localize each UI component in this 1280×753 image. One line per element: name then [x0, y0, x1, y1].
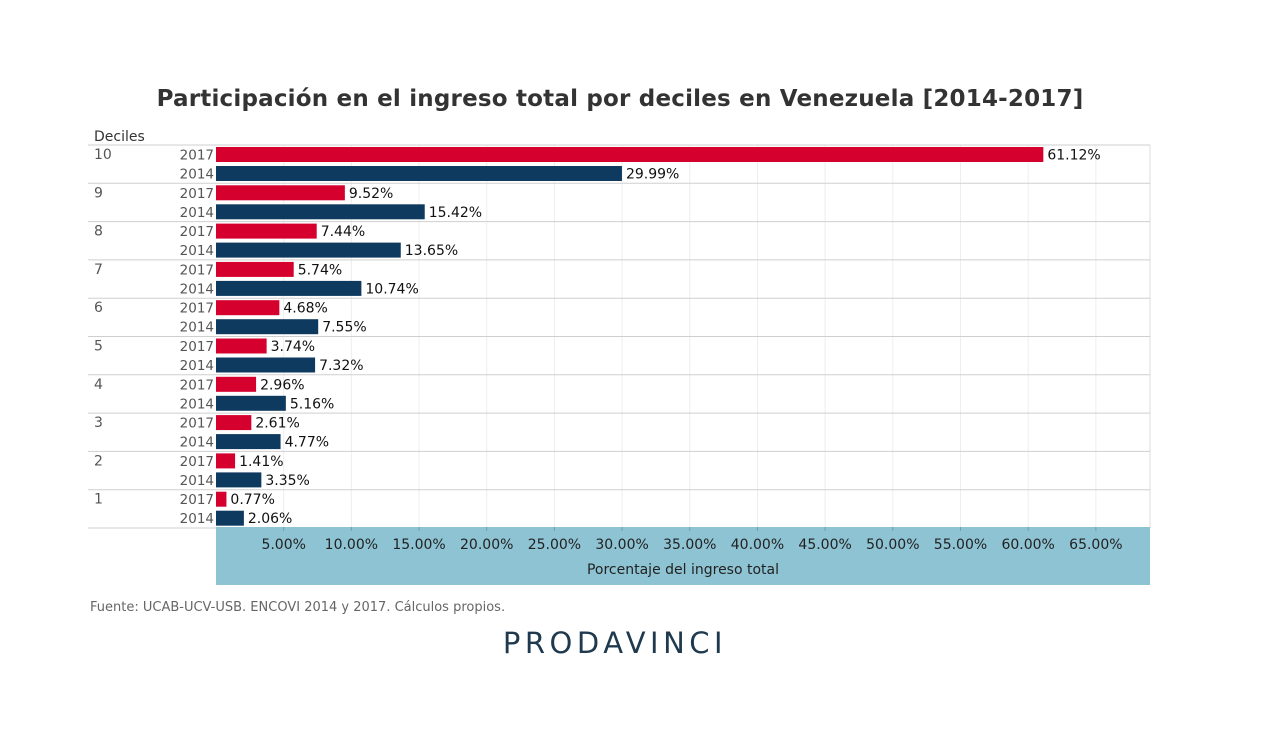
data-label: 15.42% — [429, 205, 482, 221]
decile-label: 1 — [94, 492, 103, 508]
year-label: 2014 — [180, 167, 214, 183]
year-label: 2017 — [180, 224, 214, 240]
data-label: 9.52% — [349, 186, 393, 202]
year-label: 2017 — [180, 186, 214, 202]
year-label: 2014 — [180, 205, 214, 221]
year-label: 2014 — [180, 281, 214, 297]
x-tick-label: 55.00% — [934, 537, 987, 553]
year-label: 2014 — [180, 473, 214, 489]
bar-2017-decile-4 — [216, 376, 257, 392]
bar-2017-decile-10 — [216, 147, 1044, 162]
x-tick-label: 40.00% — [731, 537, 784, 553]
data-label: 4.77% — [285, 435, 329, 451]
x-tick-label: 65.00% — [1069, 537, 1122, 553]
bar-2014-decile-4 — [216, 395, 286, 411]
data-label: 29.99% — [626, 167, 679, 183]
data-label: 3.35% — [265, 473, 309, 489]
data-label: 5.16% — [290, 396, 334, 412]
data-label: 0.77% — [230, 492, 274, 508]
decile-label: 5 — [94, 339, 103, 355]
decile-label: 10 — [94, 147, 112, 163]
year-label: 2017 — [180, 492, 214, 508]
x-tick-label: 45.00% — [798, 537, 851, 553]
x-tick-label: 35.00% — [663, 537, 716, 553]
year-label: 2017 — [180, 339, 214, 355]
data-label: 13.65% — [405, 243, 458, 259]
x-tick-label: 15.00% — [392, 537, 445, 553]
decile-label: 4 — [94, 377, 103, 393]
bar-2017-decile-8 — [216, 223, 317, 239]
x-tick-label: 30.00% — [595, 537, 648, 553]
bar-2017-decile-5 — [216, 338, 267, 354]
source-note: Fuente: UCAB-UCV-USB. ENCOVI 2014 y 2017… — [90, 600, 506, 615]
year-label: 2014 — [180, 435, 214, 451]
year-label: 2014 — [180, 396, 214, 412]
bar-2014-decile-7 — [216, 280, 362, 296]
bar-2017-decile-2 — [216, 453, 236, 469]
x-tick-label: 50.00% — [866, 537, 919, 553]
bar-2014-decile-2 — [216, 472, 262, 488]
decile-label: 7 — [94, 262, 103, 278]
data-label: 7.44% — [321, 224, 365, 240]
x-tick-label: 25.00% — [528, 537, 581, 553]
year-label: 2017 — [180, 262, 214, 278]
data-label: 1.41% — [239, 454, 283, 470]
bar-2014-decile-9 — [216, 204, 425, 220]
x-axis-label: Porcentaje del ingreso total — [587, 562, 779, 578]
row-layer: Deciles 10 2017 2014 9 2017 2014 8 2017 2014 7 2017… — [88, 129, 1150, 529]
row-header: Deciles — [94, 129, 145, 145]
year-label: 2014 — [180, 511, 214, 527]
x-tick-label: 60.00% — [1001, 537, 1054, 553]
year-label: 2017 — [180, 301, 214, 317]
decile-label: 8 — [94, 224, 103, 240]
data-label: 2.06% — [248, 511, 292, 527]
x-tick-label: 10.00% — [325, 537, 378, 553]
bar-2014-decile-3 — [216, 434, 281, 450]
bar-2014-decile-10 — [216, 166, 622, 181]
data-label: 7.55% — [322, 320, 366, 336]
bar-2017-decile-9 — [216, 185, 345, 201]
bar-2017-decile-3 — [216, 415, 252, 431]
bar-2017-decile-6 — [216, 300, 280, 316]
bar-2014-decile-5 — [216, 357, 316, 373]
bar-2017-decile-7 — [216, 261, 294, 277]
bar-2014-decile-1 — [216, 510, 244, 526]
x-tick-label: 5.00% — [261, 537, 305, 553]
year-label: 2017 — [180, 148, 214, 164]
bar-2017-decile-1 — [216, 491, 227, 507]
year-label: 2014 — [180, 243, 214, 259]
decile-label: 6 — [94, 300, 103, 316]
data-label: 7.32% — [319, 358, 363, 374]
year-label: 2014 — [180, 320, 214, 336]
bar-2014-decile-8 — [216, 242, 401, 258]
data-label: 10.74% — [365, 281, 418, 297]
year-label: 2017 — [180, 377, 214, 393]
data-label: 3.74% — [271, 339, 315, 355]
x-axis: 5.00% 10.00% 15.00% 20.00% 25.00% 30.00% 35.00… — [216, 527, 1150, 585]
x-axis-band — [216, 527, 1150, 585]
year-label: 2017 — [180, 416, 214, 432]
x-tick-label: 20.00% — [460, 537, 513, 553]
data-label: 2.96% — [260, 377, 304, 393]
data-label: 2.61% — [255, 416, 299, 432]
data-label: 4.68% — [283, 301, 327, 317]
year-label: 2014 — [180, 358, 214, 374]
decile-label: 2 — [94, 453, 103, 469]
bar-layer: 61.12% 29.99% 9.52% 15.42% 7.44% 13.65% 5.74% 1… — [216, 147, 1101, 527]
year-label: 2017 — [180, 454, 214, 470]
data-label: 61.12% — [1047, 148, 1100, 164]
chart-title: Participación en el ingreso total por de… — [156, 86, 1084, 112]
prodavinci-logo: PRODAVINCI — [502, 626, 728, 660]
decile-label: 9 — [94, 185, 103, 201]
bar-2014-decile-6 — [216, 319, 319, 335]
decile-label: 3 — [94, 415, 103, 431]
data-label: 5.74% — [298, 262, 342, 278]
